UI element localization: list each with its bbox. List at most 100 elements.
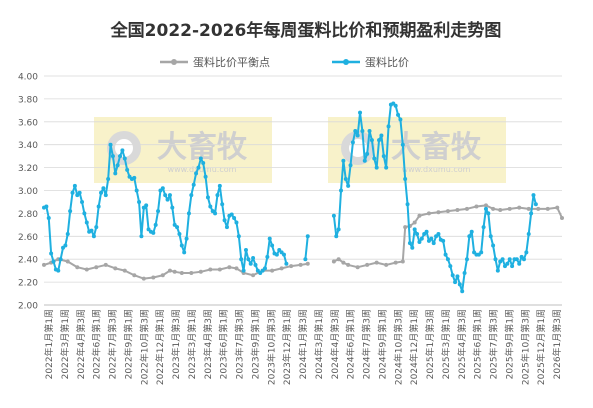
data-point	[132, 175, 137, 180]
data-point	[355, 133, 360, 138]
data-point	[381, 154, 386, 159]
x-tick-label: 2022年3月第1周	[59, 309, 71, 379]
data-point	[167, 268, 172, 273]
data-point	[303, 257, 308, 262]
data-point	[122, 156, 127, 161]
data-point	[526, 206, 531, 211]
data-point	[189, 270, 194, 275]
data-point	[479, 250, 484, 255]
data-point	[429, 236, 434, 241]
x-tick-label: 2023年10月第3周	[265, 309, 277, 385]
y-tick-label: 4.00	[18, 73, 38, 83]
data-point	[182, 250, 187, 255]
data-point	[545, 206, 550, 211]
data-point	[234, 220, 239, 225]
y-tick-label: 2.40	[18, 256, 38, 266]
data-point	[236, 234, 241, 239]
data-point	[103, 262, 108, 267]
x-tick-label: 2025年1月第3周	[424, 309, 436, 379]
data-point	[305, 261, 310, 266]
data-point	[141, 276, 146, 281]
data-point	[533, 202, 538, 207]
data-point	[462, 270, 467, 275]
data-point	[80, 199, 85, 204]
data-point	[239, 257, 244, 262]
data-point	[58, 257, 63, 262]
watermark-brand: 大畜牧	[391, 130, 482, 165]
data-point	[341, 260, 346, 265]
data-point	[379, 133, 384, 138]
data-point	[246, 257, 251, 262]
data-point	[393, 260, 398, 265]
data-point	[165, 197, 170, 202]
data-point	[84, 267, 89, 272]
data-point	[358, 110, 363, 115]
data-point	[353, 128, 358, 133]
x-tick-label: 2022年6月第1周	[91, 309, 103, 379]
data-point	[334, 234, 339, 239]
data-point	[170, 205, 175, 210]
data-point	[198, 269, 203, 274]
data-point	[460, 289, 465, 294]
legend-label: 蛋料比价	[365, 55, 409, 69]
legend-marker	[171, 59, 177, 65]
data-point	[417, 240, 422, 245]
legend-marker	[343, 59, 349, 65]
data-point	[175, 225, 180, 230]
data-point	[339, 188, 344, 193]
y-axis: 4.00 3.80 3.60 3.40 3.20 3.00 2.80 2.60 2.40 2.20…	[18, 73, 38, 312]
data-point	[457, 282, 462, 287]
data-point	[467, 234, 472, 239]
x-tick-label: 2022年12月第1周	[154, 309, 166, 385]
data-point	[232, 215, 237, 220]
data-point	[360, 128, 365, 133]
series-egg-feed-ratio	[42, 101, 538, 294]
data-point	[374, 260, 379, 265]
data-point	[82, 211, 87, 216]
data-point	[265, 254, 270, 259]
data-point	[125, 167, 130, 172]
data-point	[177, 232, 182, 237]
x-tick-label: 2024年1月第3周	[297, 309, 309, 379]
data-point	[63, 243, 68, 248]
y-tick-label: 2.00	[18, 302, 38, 312]
data-point	[274, 252, 279, 257]
data-point	[424, 229, 429, 234]
x-tick-label: 2025年4月第3周	[456, 309, 468, 379]
data-point	[298, 262, 303, 267]
data-point	[431, 241, 436, 246]
data-point	[386, 124, 391, 129]
data-point	[384, 262, 389, 267]
data-point	[384, 165, 389, 170]
y-tick-label: 2.60	[18, 233, 38, 243]
data-point	[488, 234, 493, 239]
data-point	[253, 262, 258, 267]
data-point	[483, 203, 488, 208]
data-point	[343, 177, 348, 182]
data-point	[346, 183, 351, 188]
data-point	[510, 264, 515, 269]
y-tick-label: 3.40	[18, 141, 38, 151]
x-tick-label: 2023年6月第1周	[218, 309, 230, 379]
legend-label: 蛋料比价平衡点	[193, 55, 270, 69]
data-point	[493, 257, 498, 262]
data-point	[495, 268, 500, 273]
x-tick-label: 2023年4月第3周	[202, 309, 214, 379]
data-point	[72, 183, 77, 188]
data-point	[205, 195, 210, 200]
x-tick-label: 2025年9月第1周	[503, 309, 515, 379]
data-point	[213, 211, 218, 216]
data-point	[110, 154, 115, 159]
data-point	[270, 243, 275, 248]
watermark-site: www.dxumu.com	[168, 165, 237, 174]
series-line	[43, 258, 308, 280]
data-point	[365, 262, 370, 267]
data-point	[139, 234, 144, 239]
data-point	[251, 273, 256, 278]
data-point	[115, 163, 120, 168]
data-point	[417, 213, 422, 218]
data-point	[505, 261, 510, 266]
data-point	[464, 206, 469, 211]
data-point	[464, 257, 469, 262]
